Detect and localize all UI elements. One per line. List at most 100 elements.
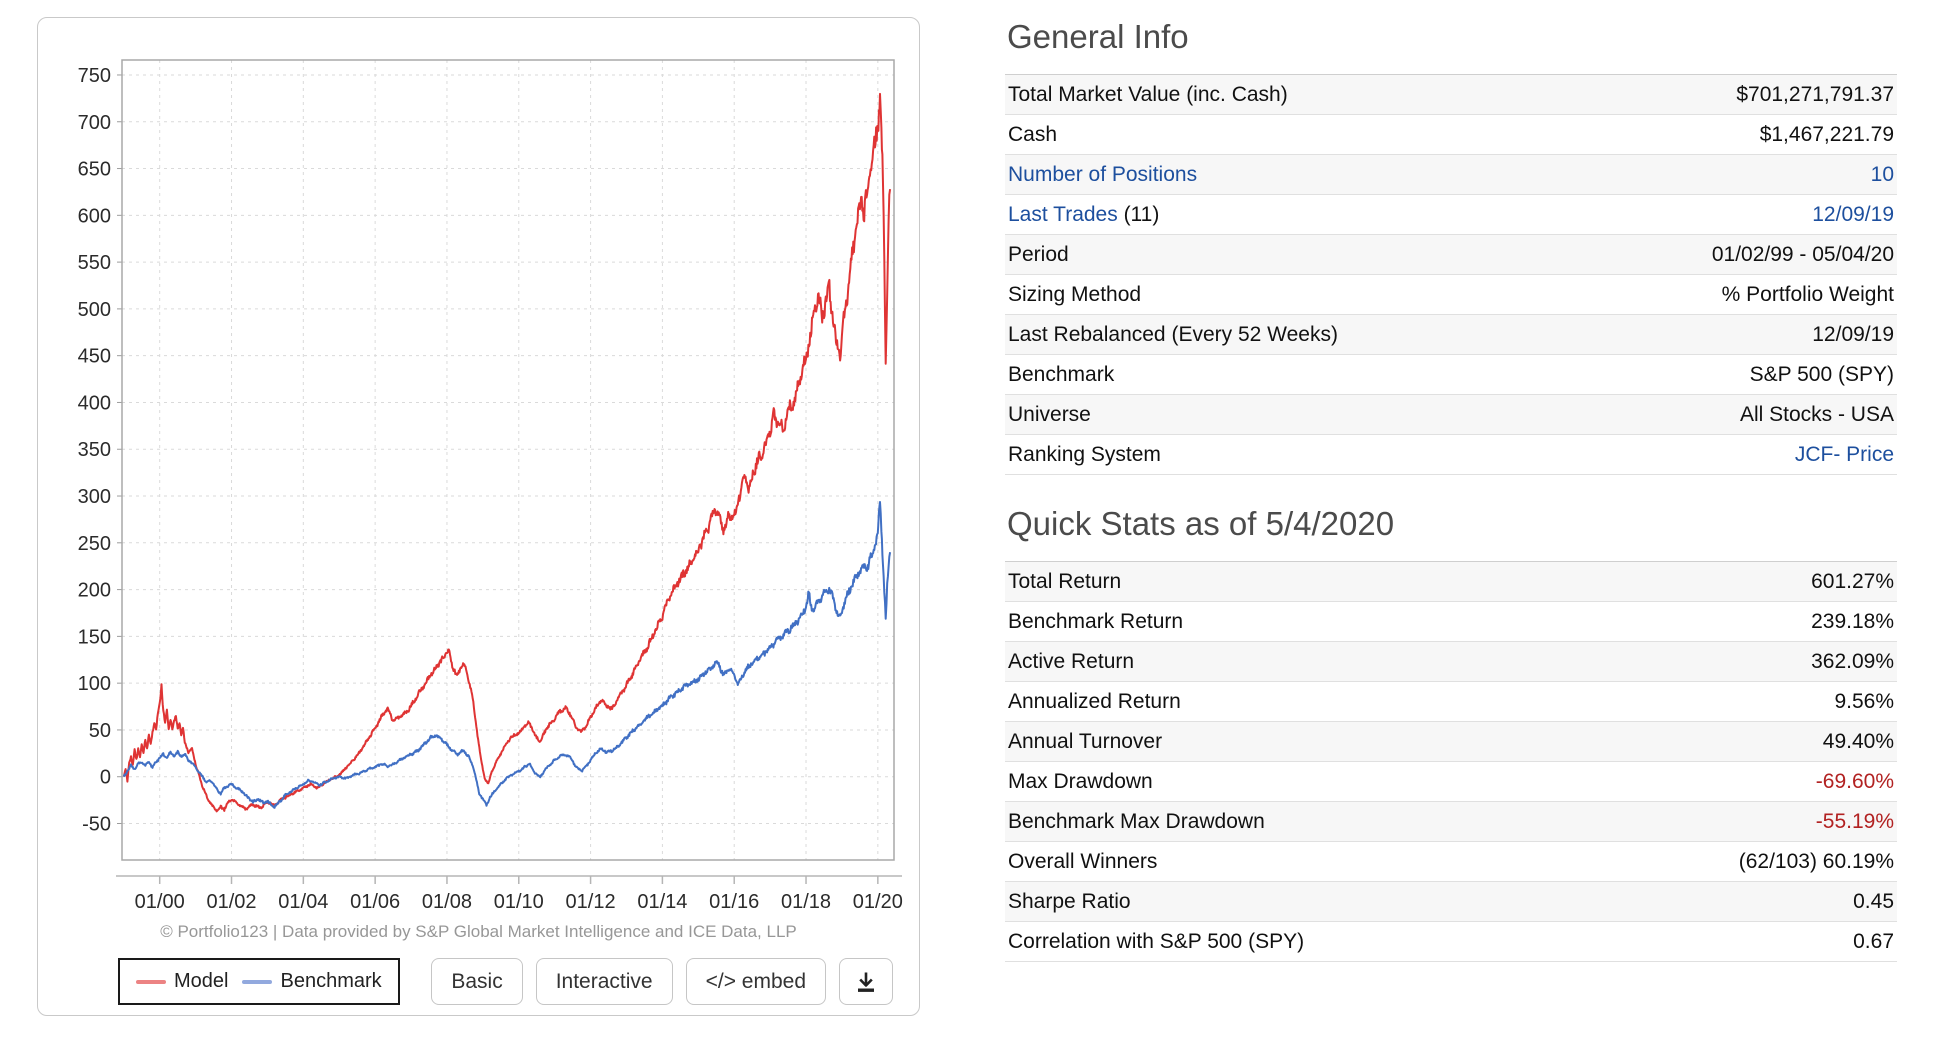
y-axis-tick-label: 400 — [78, 392, 111, 414]
row-value: -69.60% — [1815, 769, 1894, 793]
benchmark-series-line — [122, 501, 892, 809]
table-row: Universe All Stocks - USA — [1005, 395, 1897, 435]
row-value: 362.09% — [1811, 649, 1894, 673]
row-value[interactable]: 10 — [1870, 162, 1894, 186]
x-axis-tick-label: 01/02 — [206, 891, 256, 913]
y-axis-tick-label: 550 — [78, 252, 111, 274]
x-axis-tick-label: 01/10 — [494, 891, 544, 913]
general-info-table: Total Market Value (inc. Cash) $701,271,7… — [1005, 74, 1897, 475]
y-axis-tick-label: 250 — [78, 533, 111, 555]
row-label: Universe — [1008, 402, 1091, 426]
download-icon — [858, 972, 874, 992]
table-row: Sizing Method % Portfolio Weight — [1005, 275, 1897, 315]
legend-label-model: Model — [174, 970, 229, 992]
row-label: Max Drawdown — [1008, 769, 1153, 793]
x-axis-tick-label: 01/00 — [135, 891, 185, 913]
x-axis-tick-label: 01/20 — [853, 891, 903, 913]
x-axis-tick-label: 01/12 — [566, 891, 616, 913]
legend-label-benchmark: Benchmark — [280, 970, 382, 992]
table-row: Last Trades (11) 12/09/19 — [1005, 195, 1897, 235]
table-row: Total Market Value (inc. Cash) $701,271,7… — [1005, 75, 1897, 115]
row-value: $1,467,221.79 — [1759, 122, 1894, 146]
basic-view-button[interactable]: Basic — [431, 958, 523, 1005]
table-row: Max Drawdown -69.60% — [1005, 762, 1897, 802]
table-row: Annualized Return 9.56% — [1005, 682, 1897, 722]
row-label: Benchmark Max Drawdown — [1008, 809, 1265, 833]
row-label: Ranking System — [1008, 442, 1161, 466]
download-button[interactable] — [839, 958, 893, 1005]
row-label: Correlation with S&P 500 (SPY) — [1008, 929, 1305, 953]
quick-stats-title: Quick Stats as of 5/4/2020 — [1007, 505, 1395, 542]
y-axis-tick-label: 450 — [78, 346, 111, 368]
x-axis-tick-label: 01/14 — [637, 891, 687, 913]
y-axis-tick-label: 300 — [78, 486, 111, 508]
row-label-link[interactable]: Last Trades — [1008, 202, 1118, 226]
table-row: Benchmark S&P 500 (SPY) — [1005, 355, 1897, 395]
model-series-line — [122, 92, 892, 813]
table-row: Number of Positions 10 — [1005, 155, 1897, 195]
y-axis-tick-label: 100 — [78, 673, 111, 695]
y-axis-tick-label: 650 — [78, 159, 111, 181]
row-value: 0.67 — [1853, 929, 1894, 953]
x-axis-tick-label: 01/08 — [422, 891, 472, 913]
y-axis-tick-label: 150 — [78, 626, 111, 648]
table-row: Annual Turnover 49.40% — [1005, 722, 1897, 762]
row-label: Overall Winners — [1008, 849, 1158, 873]
performance-chart-card: 750 700 650 600 550 500 450 400 350 300 250 200 150 1… — [37, 17, 920, 1016]
y-axis-tick-label: 0 — [100, 767, 111, 789]
y-axis-tick-label: 350 — [78, 439, 111, 461]
row-value: -55.19% — [1815, 809, 1894, 833]
row-value: S&P 500 (SPY) — [1749, 362, 1894, 386]
general-info-title: General Info — [1007, 18, 1189, 55]
row-value: All Stocks - USA — [1739, 402, 1894, 426]
row-label-link[interactable]: Number of Positions — [1008, 162, 1198, 186]
row-label: Sharpe Ratio — [1008, 889, 1131, 913]
row-value: 601.27% — [1811, 569, 1894, 593]
table-row: Sharpe Ratio 0.45 — [1005, 882, 1897, 922]
chart-legend: Model Benchmark — [118, 958, 400, 1005]
chart-copyright: © Portfolio123 | Data provided by S&P Gl… — [160, 922, 797, 941]
quick-stats-table: Total Return 601.27% Benchmark Return 239.1… — [1005, 561, 1897, 962]
row-value[interactable]: JCF- Price — [1794, 442, 1894, 466]
row-label: Cash — [1008, 122, 1058, 146]
x-axis-tick-label: 01/06 — [350, 891, 400, 913]
embed-button[interactable]: </> embed — [685, 958, 826, 1005]
row-value: 0.45 — [1853, 889, 1894, 913]
table-row: Correlation with S&P 500 (SPY) 0.67 — [1005, 922, 1897, 962]
row-value: 239.18% — [1811, 609, 1894, 633]
table-row: Total Return 601.27% — [1005, 562, 1897, 602]
row-label: Period — [1008, 242, 1069, 266]
benchmark-line-swatch — [242, 979, 273, 984]
row-value: 01/02/99 - 05/04/20 — [1711, 242, 1894, 266]
row-value: (62/103) 60.19% — [1738, 849, 1894, 873]
x-axis-tick-label: 01/04 — [278, 891, 328, 913]
row-label: Annual Turnover — [1008, 729, 1163, 753]
table-row: Ranking System JCF- Price — [1005, 435, 1897, 475]
x-axis-tick-label: 01/16 — [709, 891, 759, 913]
row-value: 49.40% — [1822, 729, 1894, 753]
y-axis-tick-label: 50 — [89, 720, 111, 742]
row-label: Total Market Value (inc. Cash) — [1008, 82, 1288, 106]
legend-item-benchmark: Benchmark — [242, 970, 382, 993]
row-label: Total Return — [1008, 569, 1122, 593]
row-value: % Portfolio Weight — [1721, 282, 1894, 306]
table-row: Active Return 362.09% — [1005, 642, 1897, 682]
table-row: Benchmark Return 239.18% — [1005, 602, 1897, 642]
row-label: Benchmark — [1008, 362, 1115, 386]
y-axis-tick-label: 500 — [78, 299, 111, 321]
table-row: Period 01/02/99 - 05/04/20 — [1005, 235, 1897, 275]
row-value[interactable]: 12/09/19 — [1812, 202, 1894, 226]
legend-item-model: Model — [136, 970, 228, 993]
y-axis-tick-label: 700 — [78, 112, 111, 134]
performance-chart[interactable]: 7507006506005505004504003503002502001501… — [44, 22, 912, 920]
y-axis-tick-label: 750 — [78, 65, 111, 87]
table-row: Last Rebalanced (Every 52 Weeks) 12/09/19 — [1005, 315, 1897, 355]
y-axis-tick-label: 200 — [78, 580, 111, 602]
interactive-view-button[interactable]: Interactive — [535, 958, 673, 1005]
summary-panel: General Info Total Market Value (inc. Ca… — [1005, 12, 1897, 962]
model-line-swatch — [136, 979, 166, 984]
row-label: Last Rebalanced (Every 52 Weeks) — [1008, 322, 1338, 346]
y-axis-tick-label: 600 — [78, 205, 111, 227]
row-label: Benchmark Return — [1008, 609, 1184, 633]
row-value: 9.56% — [1834, 689, 1894, 713]
